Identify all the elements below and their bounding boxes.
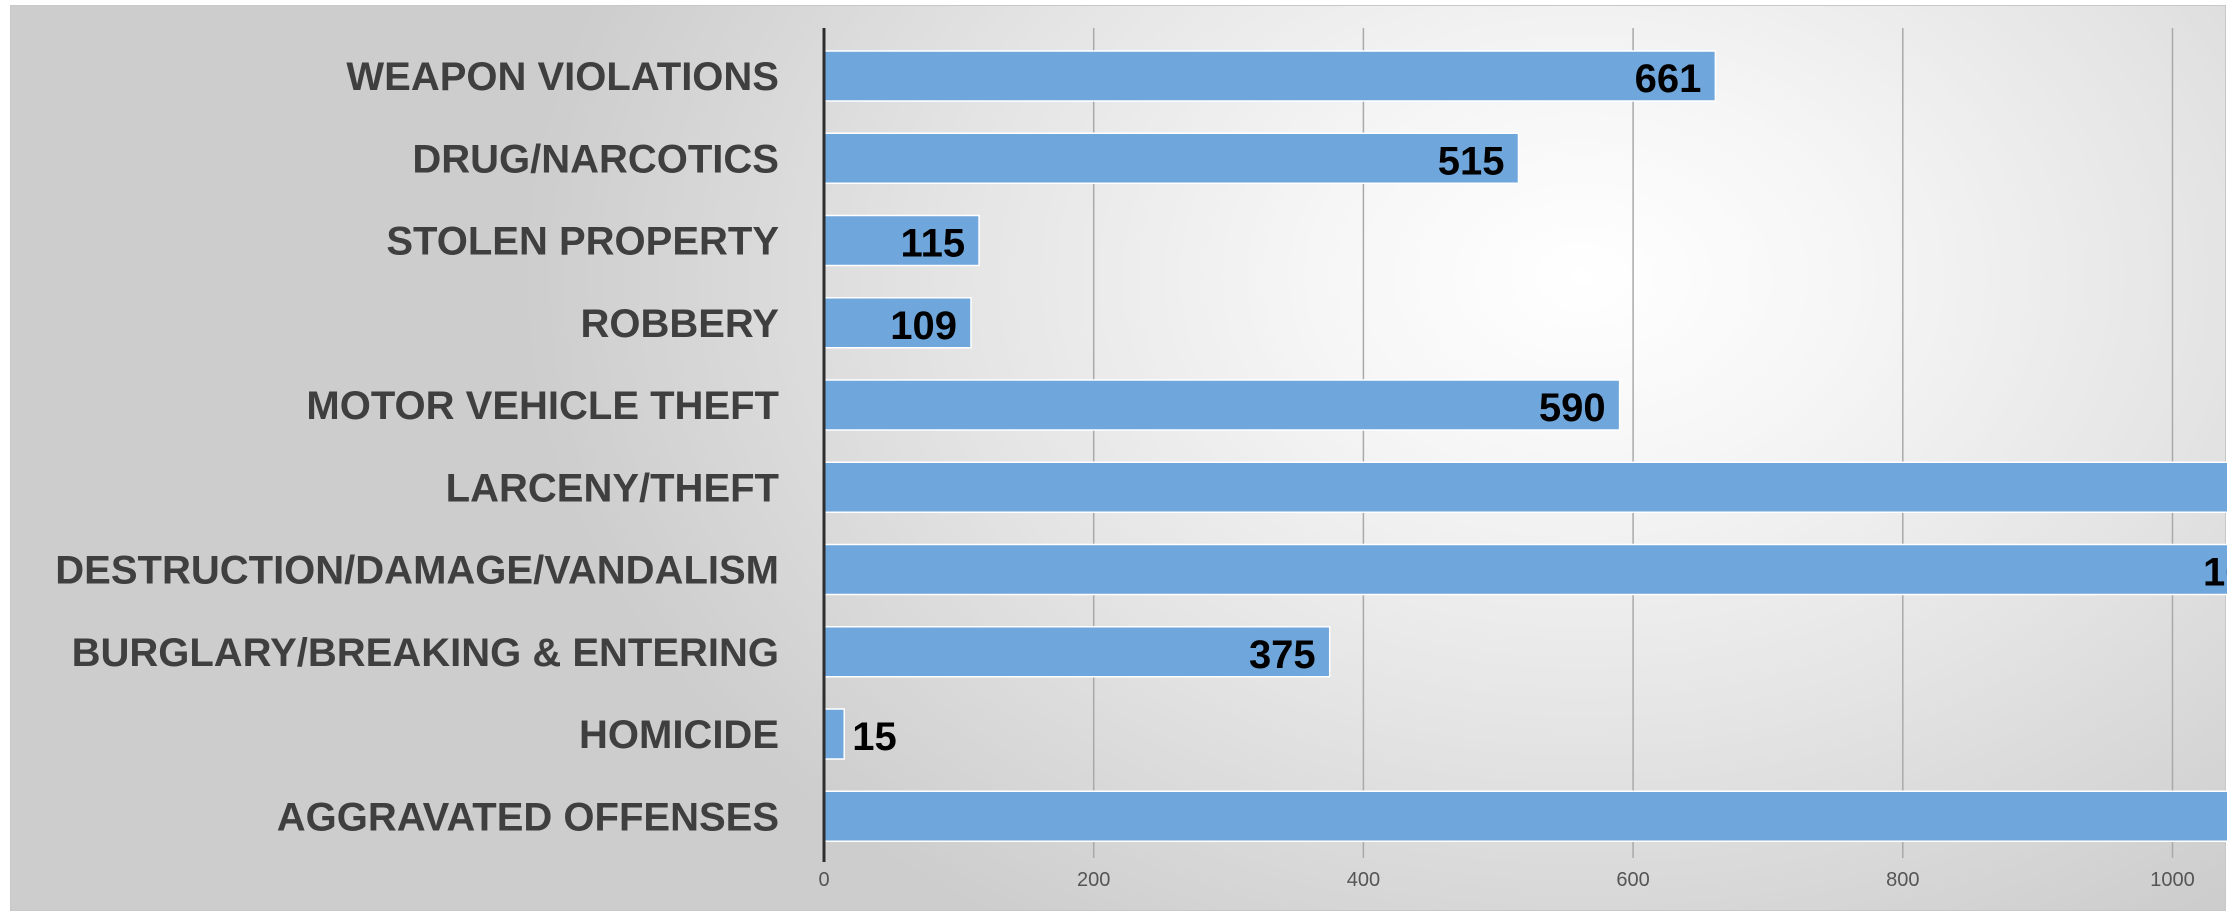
tick-label-1000: 1000 — [2150, 869, 2195, 891]
tick-label-200: 200 — [1077, 869, 1110, 891]
chart-area: WEAPON VIOLATIONS DRUG/NARCOTICS STOLEN PR… — [10, 5, 2227, 911]
data-label-drug-narcotics: 515 — [1438, 139, 1505, 183]
bar-weapon-violations — [823, 50, 1717, 102]
tick-label-600: 600 — [1616, 869, 1649, 891]
data-label-robbery: 109 — [890, 304, 957, 348]
bar-homicide — [823, 708, 845, 760]
bar-burglary-breaking-entering — [823, 626, 1331, 678]
bar-motor-vehicle-theft — [823, 379, 1621, 431]
bar-stolen-property — [823, 214, 980, 267]
bar-larceny-theft — [823, 461, 2227, 513]
data-label-homicide: 15 — [852, 715, 897, 759]
bar-aggravated-offenses — [823, 790, 2227, 842]
data-label-motor-vehicle-theft: 590 — [1539, 386, 1606, 430]
category-label-burglary-breaking-entering: BURGLARY/BREAKING & ENTERING — [72, 631, 779, 675]
category-label-weapon-violations: WEAPON VIOLATIONS — [346, 55, 779, 99]
data-label-burglary-breaking-entering: 375 — [1249, 633, 1316, 677]
bar-destruction-damage-vandalism — [823, 543, 2227, 596]
category-label-motor-vehicle-theft: MOTOR VEHICLE THEFT — [306, 384, 779, 428]
category-label-drug-narcotics: DRUG/NARCOTICS — [412, 137, 779, 181]
bars — [823, 50, 2227, 842]
data-label-weapon-violations: 661 — [1635, 57, 1702, 101]
bar-chart: WEAPON VIOLATIONS DRUG/NARCOTICS STOLEN PR… — [55, 28, 2227, 891]
tick-label-800: 800 — [1886, 869, 1919, 891]
category-label-robbery: ROBBERY — [580, 302, 779, 346]
category-label-destruction-damage-vandalism: DESTRUCTION/DAMAGE/VANDALISM — [55, 549, 779, 593]
tick-label-400: 400 — [1347, 869, 1380, 891]
category-label-homicide: HOMICIDE — [579, 713, 779, 757]
category-label-aggravated-offenses: AGGRAVATED OFFENSES — [277, 795, 779, 839]
value-axis-tick-labels: 02004006008001000120014001600 — [818, 869, 2195, 891]
category-labels: WEAPON VIOLATIONS DRUG/NARCOTICS STOLEN PR… — [55, 55, 779, 839]
tick-label-0: 0 — [818, 869, 829, 891]
data-label-destruction-damage-vandalism: 1099 — [2203, 551, 2227, 595]
data-label-stolen-property: 115 — [901, 222, 966, 266]
bar-drug-narcotics — [823, 132, 1520, 184]
category-label-stolen-property: STOLEN PROPERTY — [386, 220, 779, 264]
category-label-larceny-theft: LARCENY/THEFT — [446, 466, 779, 510]
data-labels: 66151511510959014101099375151463 — [852, 57, 2227, 759]
